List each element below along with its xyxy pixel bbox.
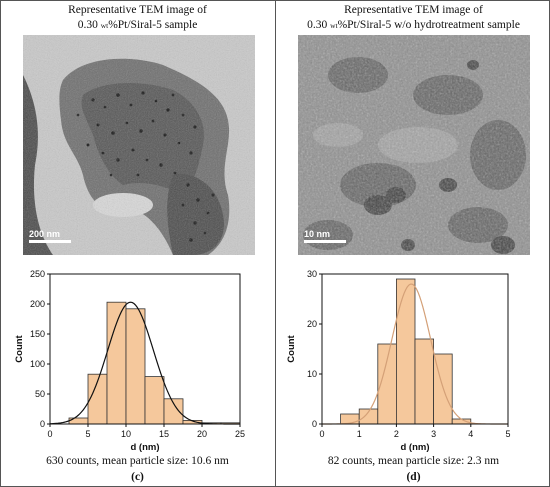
histogram-bar xyxy=(68,417,89,425)
x-tick-label: 4 xyxy=(468,429,473,439)
panel-c: Representative TEM image of 0.30 wt%Pt/S… xyxy=(0,3,275,483)
title-subscript: wt xyxy=(100,21,109,30)
y-tick-label: 200 xyxy=(30,299,45,309)
tem-micrograph-left xyxy=(23,35,255,255)
tem-image: 10 nm xyxy=(298,35,530,255)
scale-bar: 10 nm xyxy=(304,229,346,243)
histogram-bar xyxy=(414,338,435,425)
scale-bar-line xyxy=(29,240,71,243)
y-tick-label: 20 xyxy=(307,319,317,329)
title-prefix: 0.30 xyxy=(77,19,101,31)
histogram-bar xyxy=(396,278,416,425)
y-tick-label: 30 xyxy=(307,269,317,279)
title-line1: Representative TEM image of xyxy=(344,4,483,16)
x-tick-label: 25 xyxy=(235,429,245,439)
scale-bar: 200 nm xyxy=(29,229,71,243)
scale-bar-line xyxy=(304,240,346,243)
y-tick-label: 0 xyxy=(312,419,317,429)
y-tick-label: 10 xyxy=(307,369,317,379)
y-tick-label: 50 xyxy=(35,389,45,399)
x-axis-label: d (nm) xyxy=(130,442,159,453)
panel-label: (c) xyxy=(131,471,144,483)
x-tick-label: 1 xyxy=(357,429,362,439)
y-tick-label: 0 xyxy=(40,419,45,429)
x-tick-label: 3 xyxy=(431,429,436,439)
panel-caption: 82 counts, mean particle size: 2.3 nm xyxy=(327,455,500,467)
title-line2: 0.30 wt%Pt/Siral-5 sample xyxy=(0,18,275,33)
x-tick-label: 20 xyxy=(197,429,207,439)
y-axis-label: Count xyxy=(14,334,25,362)
title-line1: Representative TEM image of xyxy=(68,4,207,16)
histogram-bar xyxy=(144,376,165,425)
panel-d: Representative TEM image of 0.30 wt%Pt/S… xyxy=(276,0,550,487)
title-prefix: 0.30 xyxy=(307,19,331,31)
tem-image: 200 nm xyxy=(23,35,255,255)
title-suffix: %Pt/Siral-5 w/o hydrotreatment sample xyxy=(337,19,520,31)
x-tick-label: 10 xyxy=(121,429,131,439)
x-tick-label: 2 xyxy=(394,429,399,439)
x-tick-label: 0 xyxy=(319,429,324,439)
histogram-bar xyxy=(125,308,146,425)
x-tick-label: 5 xyxy=(85,429,90,439)
plot-frame xyxy=(321,273,509,425)
panel-label: (d) xyxy=(406,471,421,483)
scale-bar-label: 200 nm xyxy=(29,229,61,239)
x-tick-label: 15 xyxy=(159,429,169,439)
y-tick-label: 150 xyxy=(30,329,45,339)
x-axis-label: d (nm) xyxy=(400,442,429,453)
y-tick-label: 100 xyxy=(30,359,45,369)
panel-title: Representative TEM image of 0.30 wt%Pt/S… xyxy=(276,3,550,33)
panel-divider xyxy=(275,0,276,487)
panel-caption: 630 counts, mean particle size: 10.6 nm xyxy=(46,455,229,467)
scale-bar-label: 10 nm xyxy=(304,229,331,239)
panel-title: Representative TEM image of 0.30 wt%Pt/S… xyxy=(0,3,275,33)
y-axis-label: Count xyxy=(286,334,297,362)
title-line2: 0.30 wt%Pt/Siral-5 w/o hydrotreatment sa… xyxy=(276,18,550,33)
y-tick-label: 250 xyxy=(30,269,45,279)
plot-frame xyxy=(49,273,241,425)
tem-micrograph-right xyxy=(298,35,530,255)
x-tick-label: 5 xyxy=(505,429,510,439)
x-tick-label: 0 xyxy=(47,429,52,439)
title-suffix: %Pt/Siral-5 sample xyxy=(108,19,198,31)
histogram-chart-d: 0 1 2 3 4 5 0 10 20 30 d (nm) Count xyxy=(286,269,511,453)
title-subscript: wt xyxy=(330,21,338,30)
histogram-bar xyxy=(106,301,127,425)
